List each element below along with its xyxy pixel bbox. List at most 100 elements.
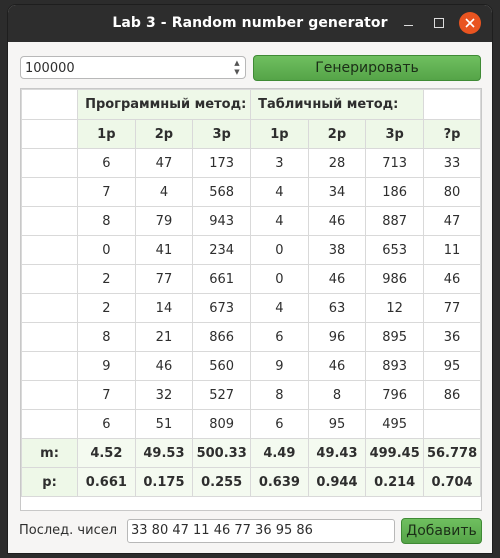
table-cell[interactable]: 6 — [77, 409, 136, 439]
p-row-value[interactable]: 0.175 — [134, 467, 194, 497]
sequence-input[interactable]: 33 80 47 11 46 77 36 95 86 — [127, 519, 395, 543]
table-cell[interactable]: 63 — [307, 293, 367, 323]
close-button[interactable] — [459, 12, 481, 34]
chevron-down-icon[interactable]: ▼ — [234, 68, 240, 76]
p-row-value[interactable]: 0.214 — [365, 467, 425, 497]
p-row-value[interactable]: 0.661 — [77, 467, 136, 497]
table-cell[interactable]: 6 — [250, 409, 309, 439]
table-cell[interactable]: 51 — [134, 409, 194, 439]
table-cell[interactable]: 11 — [423, 235, 481, 265]
table-cell[interactable]: 86 — [423, 380, 481, 410]
p-row-value[interactable]: 0.255 — [192, 467, 252, 497]
table-cell[interactable]: 47 — [134, 148, 194, 178]
table-cell[interactable]: 527 — [192, 380, 252, 410]
p-row-value[interactable]: 0.639 — [250, 467, 309, 497]
table-cell[interactable]: 6 — [77, 148, 136, 178]
table-cell[interactable]: 2 — [77, 293, 136, 323]
table-cell[interactable]: 986 — [365, 264, 425, 294]
title-bar[interactable]: Lab 3 - Random number generator — [8, 5, 492, 42]
m-row-value[interactable]: 499.45 — [365, 438, 425, 468]
table-cell[interactable]: 809 — [192, 409, 252, 439]
m-row-value[interactable]: 500.33 — [192, 438, 252, 468]
table-cell[interactable]: 79 — [134, 206, 194, 236]
table-cell[interactable]: 7 — [77, 380, 136, 410]
table-cell[interactable]: 8 — [250, 380, 309, 410]
table-cell[interactable]: 568 — [192, 177, 252, 207]
table-cell[interactable]: 866 — [192, 322, 252, 352]
table-cell[interactable]: 234 — [192, 235, 252, 265]
table-cell[interactable]: 21 — [134, 322, 194, 352]
table-cell[interactable]: 28 — [307, 148, 367, 178]
add-button[interactable]: Добавить — [401, 518, 482, 544]
table-cell[interactable]: 8 — [307, 380, 367, 410]
table-cell[interactable]: 8 — [77, 322, 136, 352]
table-cell[interactable]: 14 — [134, 293, 194, 323]
table-cell[interactable]: 887 — [365, 206, 425, 236]
table-cell[interactable]: 3 — [250, 148, 309, 178]
count-spinbox[interactable]: 100000 ▲ ▼ — [20, 56, 246, 79]
p-row-value[interactable]: 0.944 — [307, 467, 367, 497]
table-cell[interactable]: 9 — [77, 351, 136, 381]
table-cell[interactable]: 36 — [423, 322, 481, 352]
table-cell[interactable]: 560 — [192, 351, 252, 381]
table-cell[interactable]: 46 — [307, 206, 367, 236]
table-cell[interactable]: 4 — [250, 177, 309, 207]
m-row-value[interactable]: 56.778 — [423, 438, 481, 468]
m-row-value[interactable]: 4.52 — [77, 438, 136, 468]
spin-arrows[interactable]: ▲ ▼ — [232, 59, 242, 76]
results-table[interactable]: Программный метод: Табличный метод: 1p 2p… — [20, 88, 482, 511]
table-cell[interactable]: 0 — [250, 235, 309, 265]
minimize-button[interactable] — [397, 12, 419, 34]
table-cell[interactable]: 796 — [365, 380, 425, 410]
table-cell[interactable]: 46 — [307, 351, 367, 381]
generate-button[interactable]: Генерировать — [253, 55, 481, 81]
table-cell[interactable]: 32 — [134, 380, 194, 410]
table-cell[interactable]: 46 — [423, 264, 481, 294]
row-label-cell — [20, 293, 79, 323]
table-cell[interactable]: 8 — [77, 206, 136, 236]
table-cell[interactable]: 4 — [250, 206, 309, 236]
table-cell[interactable]: 47 — [423, 206, 481, 236]
table-cell[interactable]: 2 — [77, 264, 136, 294]
p-row-value[interactable]: 0.704 — [423, 467, 481, 497]
table-cell[interactable]: 46 — [307, 264, 367, 294]
table-cell[interactable]: 7 — [77, 177, 136, 207]
table-cell[interactable]: 77 — [423, 293, 481, 323]
table-cell[interactable]: 80 — [423, 177, 481, 207]
table-cell[interactable]: 95 — [307, 409, 367, 439]
table-cell[interactable]: 893 — [365, 351, 425, 381]
table-cell[interactable]: 173 — [192, 148, 252, 178]
table-cell[interactable]: 0 — [250, 264, 309, 294]
table-cell[interactable]: 12 — [365, 293, 425, 323]
table-cell[interactable]: 0 — [77, 235, 136, 265]
m-row-value[interactable]: 49.43 — [307, 438, 367, 468]
table-cell[interactable]: 4 — [134, 177, 194, 207]
table-cell[interactable]: 673 — [192, 293, 252, 323]
table-cell[interactable]: 38 — [307, 235, 367, 265]
chevron-up-icon[interactable]: ▲ — [234, 59, 240, 67]
table-cell[interactable]: 495 — [365, 409, 425, 439]
table-cell[interactable] — [423, 409, 481, 439]
table-cell[interactable]: 4 — [250, 293, 309, 323]
table-cell[interactable]: 9 — [250, 351, 309, 381]
table-cell[interactable]: 77 — [134, 264, 194, 294]
table-cell[interactable]: 33 — [423, 148, 481, 178]
maximize-button[interactable] — [428, 12, 450, 34]
table-cell[interactable]: 661 — [192, 264, 252, 294]
count-value[interactable]: 100000 — [25, 61, 75, 76]
table-cell[interactable]: 653 — [365, 235, 425, 265]
row-label-cell — [20, 351, 79, 381]
table-cell[interactable]: 6 — [250, 322, 309, 352]
table-row: 7 32 527 8 8 796 86 — [20, 380, 481, 410]
m-row-value[interactable]: 4.49 — [250, 438, 309, 468]
table-cell[interactable]: 46 — [134, 351, 194, 381]
table-cell[interactable]: 95 — [423, 351, 481, 381]
table-cell[interactable]: 34 — [307, 177, 367, 207]
table-cell[interactable]: 186 — [365, 177, 425, 207]
table-cell[interactable]: 96 — [307, 322, 367, 352]
table-cell[interactable]: 895 — [365, 322, 425, 352]
m-row-value[interactable]: 49.53 — [134, 438, 194, 468]
table-cell[interactable]: 713 — [365, 148, 425, 178]
table-cell[interactable]: 943 — [192, 206, 252, 236]
table-cell[interactable]: 41 — [134, 235, 194, 265]
